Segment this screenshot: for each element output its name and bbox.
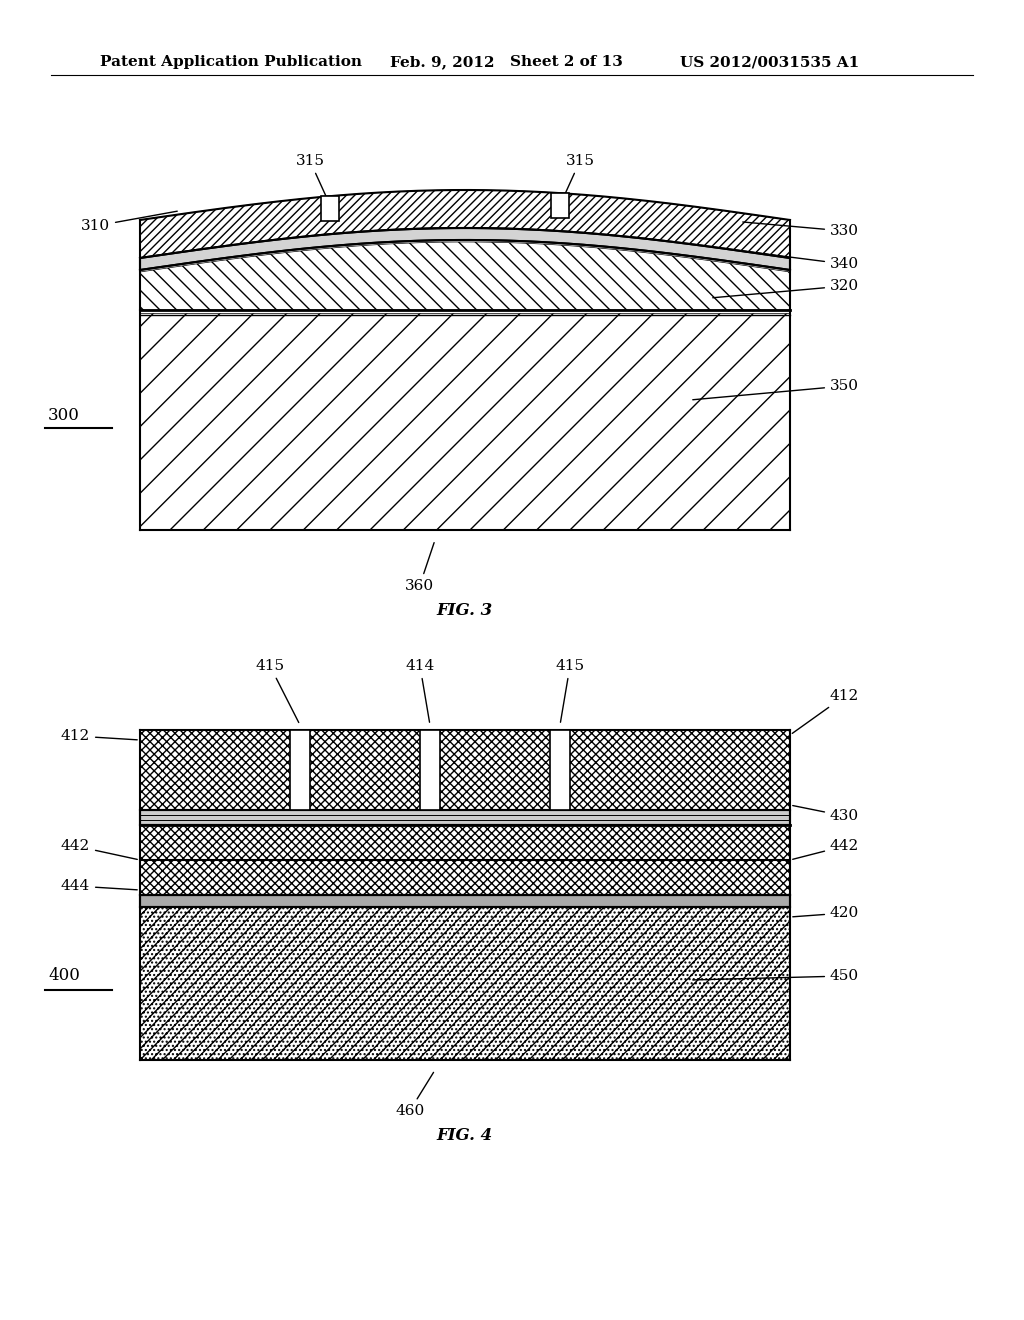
Bar	[140, 825, 790, 861]
Text: 400: 400	[48, 968, 80, 983]
Text: 340: 340	[742, 251, 859, 271]
Bar	[420, 730, 440, 810]
Bar	[551, 193, 569, 218]
Text: 460: 460	[395, 1072, 433, 1118]
Polygon shape	[140, 313, 790, 531]
Text: 450: 450	[693, 969, 859, 983]
Bar	[140, 730, 790, 810]
Bar	[551, 193, 569, 218]
Text: 330: 330	[742, 222, 859, 238]
Polygon shape	[140, 228, 790, 271]
Bar	[290, 730, 310, 810]
Text: FIG. 4: FIG. 4	[437, 1127, 494, 1144]
Text: 412: 412	[60, 729, 137, 743]
Bar	[550, 730, 570, 810]
Text: 442: 442	[793, 840, 859, 859]
Text: Patent Application Publication: Patent Application Publication	[100, 55, 362, 69]
Text: US 2012/0031535 A1: US 2012/0031535 A1	[680, 55, 859, 69]
Bar	[321, 197, 339, 222]
Text: 420: 420	[793, 906, 859, 920]
Polygon shape	[140, 242, 790, 310]
Text: 350: 350	[693, 379, 859, 400]
Text: 430: 430	[793, 805, 859, 822]
Text: 315: 315	[561, 154, 595, 202]
Text: 300: 300	[48, 407, 80, 424]
Text: 360: 360	[406, 543, 434, 593]
Bar	[140, 861, 790, 895]
Text: 315: 315	[296, 154, 329, 202]
Bar	[290, 730, 310, 810]
Text: FIG. 3: FIG. 3	[437, 602, 494, 619]
Bar	[321, 197, 339, 222]
Text: 442: 442	[60, 840, 137, 859]
Text: 444: 444	[60, 879, 137, 894]
Text: Sheet 2 of 13: Sheet 2 of 13	[510, 55, 623, 69]
Bar	[420, 730, 440, 810]
Bar	[550, 730, 570, 810]
Text: 414: 414	[406, 659, 434, 722]
Text: 310: 310	[81, 211, 177, 234]
Bar	[140, 895, 790, 907]
Text: 320: 320	[713, 279, 859, 298]
Polygon shape	[140, 190, 790, 257]
Bar	[140, 810, 790, 825]
Text: Feb. 9, 2012: Feb. 9, 2012	[390, 55, 495, 69]
Bar	[140, 907, 790, 1060]
Text: 415: 415	[255, 659, 299, 722]
Text: 415: 415	[555, 659, 585, 722]
Text: 412: 412	[793, 689, 859, 734]
